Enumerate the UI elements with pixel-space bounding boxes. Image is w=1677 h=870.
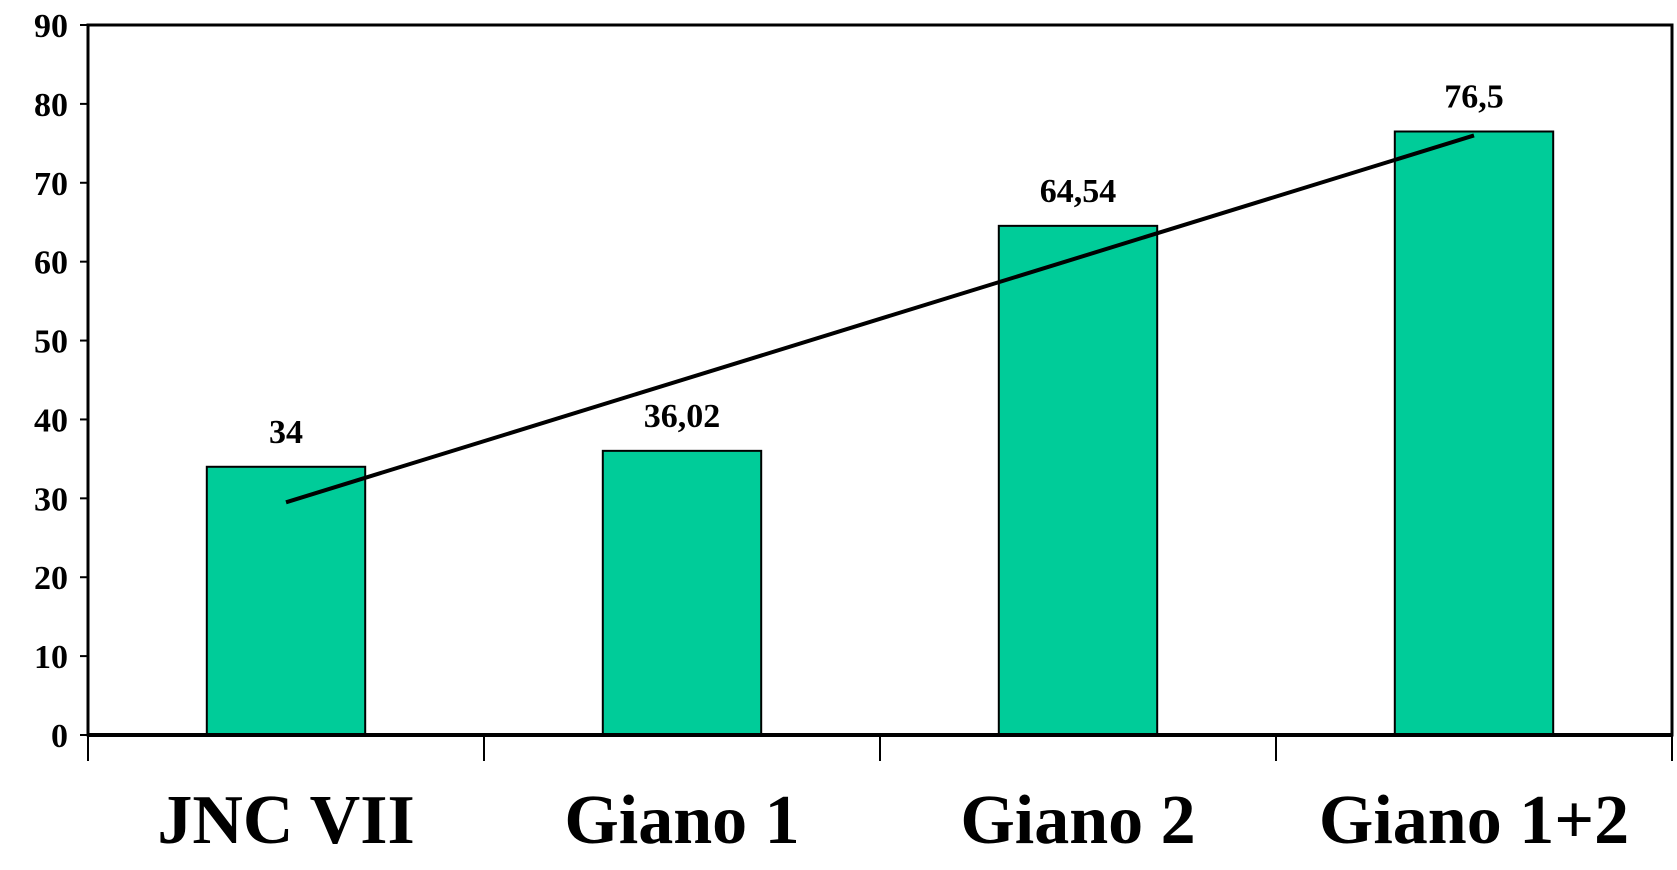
y-tick-label: 30 <box>34 481 68 518</box>
data-label: 34 <box>269 414 303 451</box>
bar <box>1393 130 1555 736</box>
x-tick-label: Giano 1+2 <box>1319 782 1629 859</box>
trendline-group <box>285 133 1475 505</box>
x-axis-ticks <box>87 735 1673 761</box>
y-axis-labels: 0 10 20 30 40 50 60 70 80 90 <box>34 8 68 755</box>
y-tick-label: 40 <box>34 402 68 439</box>
data-label: 36,02 <box>644 398 721 435</box>
y-tick-label: 80 <box>34 87 68 124</box>
y-tick-label: 0 <box>51 718 68 755</box>
bar <box>997 224 1159 736</box>
y-tick-label: 60 <box>34 245 68 282</box>
data-label: 76,5 <box>1444 79 1504 116</box>
bars <box>205 130 1555 736</box>
x-axis-labels: JNC VII Giano 1 Giano 2 Giano 1+2 <box>157 782 1629 859</box>
data-labels: 34 36,02 64,54 76,5 <box>269 79 1504 451</box>
x-tick-label: Giano 1 <box>564 782 799 859</box>
y-tick-label: 50 <box>34 324 68 361</box>
bar <box>601 449 763 736</box>
y-tick-label: 20 <box>34 560 68 597</box>
x-tick-label: Giano 2 <box>960 782 1195 859</box>
trendline <box>285 133 1475 505</box>
x-tick-label: JNC VII <box>157 782 414 859</box>
data-label: 64,54 <box>1040 173 1117 210</box>
bar <box>205 465 367 736</box>
y-tick-label: 10 <box>34 639 68 676</box>
y-tick-label: 70 <box>34 166 68 203</box>
y-tick-label: 90 <box>34 8 68 45</box>
